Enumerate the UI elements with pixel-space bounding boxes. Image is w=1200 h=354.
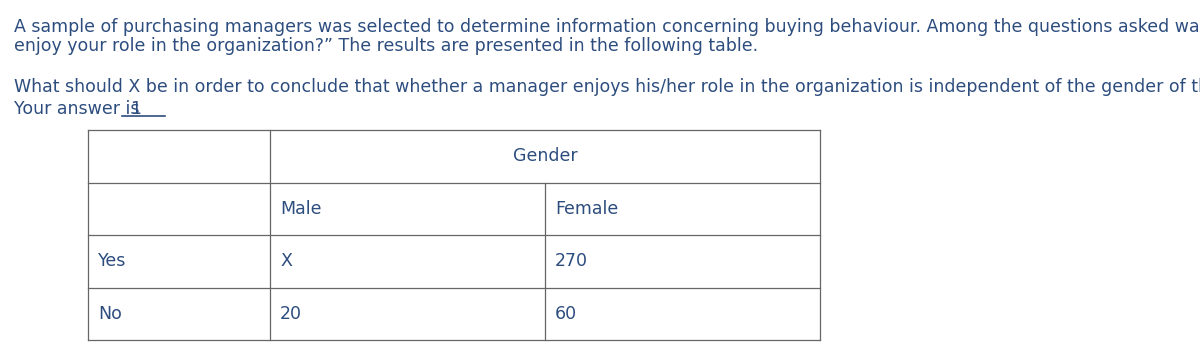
Text: enjoy your role in the organization?” The results are presented in the following: enjoy your role in the organization?” Th… (14, 37, 758, 55)
Text: Gender: Gender (512, 147, 577, 165)
Text: 270: 270 (554, 252, 588, 270)
Text: Male: Male (280, 200, 322, 218)
Text: Female: Female (554, 200, 618, 218)
Text: What should X be in order to conclude that whether a manager enjoys his/her role: What should X be in order to conclude th… (14, 78, 1200, 96)
Text: X: X (280, 252, 292, 270)
Text: A sample of purchasing managers was selected to determine information concerning: A sample of purchasing managers was sele… (14, 18, 1200, 36)
Text: 60: 60 (554, 305, 577, 323)
Text: No: No (98, 305, 122, 323)
Text: Yes: Yes (98, 252, 126, 270)
Text: 1: 1 (130, 100, 142, 118)
Text: 20: 20 (280, 305, 302, 323)
Text: Your answer is: Your answer is (14, 100, 139, 118)
